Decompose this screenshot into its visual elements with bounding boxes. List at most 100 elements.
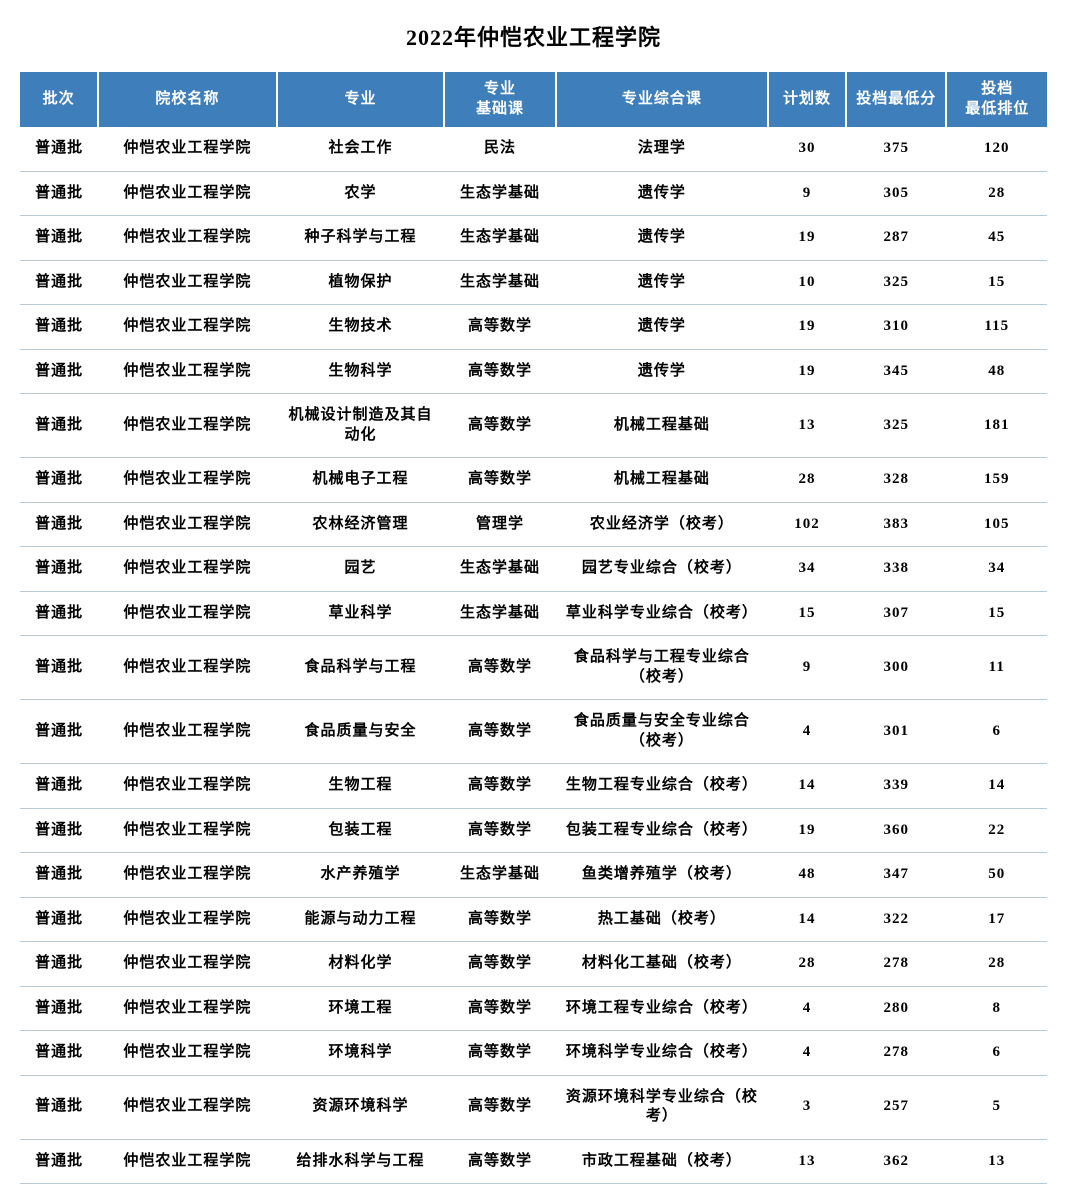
cell-r11-c6: 300 bbox=[846, 636, 946, 700]
cell-r9-c7: 34 bbox=[946, 547, 1047, 592]
cell-r0-c6: 375 bbox=[846, 127, 946, 171]
cell-r4-c1: 仲恺农业工程学院 bbox=[98, 305, 277, 350]
cell-r1-c4: 遗传学 bbox=[556, 171, 768, 216]
cell-r18-c5: 4 bbox=[768, 986, 846, 1031]
cell-r3-c0: 普通批 bbox=[20, 260, 98, 305]
cell-r18-c6: 280 bbox=[846, 986, 946, 1031]
cell-r7-c0: 普通批 bbox=[20, 458, 98, 503]
cell-r10-c2: 草业科学 bbox=[277, 591, 444, 636]
cell-r2-c4: 遗传学 bbox=[556, 216, 768, 261]
cell-r13-c6: 339 bbox=[846, 764, 946, 809]
cell-r4-c7: 115 bbox=[946, 305, 1047, 350]
cell-r18-c4: 环境工程专业综合（校考） bbox=[556, 986, 768, 1031]
cell-r10-c7: 15 bbox=[946, 591, 1047, 636]
cell-r0-c4: 法理学 bbox=[556, 127, 768, 171]
cell-r16-c3: 高等数学 bbox=[444, 897, 556, 942]
table-row: 普通批仲恺农业工程学院种子科学与工程生态学基础遗传学1928745 bbox=[20, 216, 1047, 261]
table-row: 普通批仲恺农业工程学院生物工程高等数学生物工程专业综合（校考）1433914 bbox=[20, 764, 1047, 809]
table-row: 普通批仲恺农业工程学院材料化学高等数学材料化工基础（校考）2827828 bbox=[20, 942, 1047, 987]
cell-r12-c6: 301 bbox=[846, 700, 946, 764]
table-row: 普通批仲恺农业工程学院水产养殖学生态学基础鱼类增养殖学（校考）4834750 bbox=[20, 853, 1047, 898]
cell-r16-c7: 17 bbox=[946, 897, 1047, 942]
cell-r9-c0: 普通批 bbox=[20, 547, 98, 592]
cell-r4-c6: 310 bbox=[846, 305, 946, 350]
col-header-5: 计划数 bbox=[768, 72, 846, 127]
cell-r14-c7: 22 bbox=[946, 808, 1047, 853]
cell-r17-c2: 材料化学 bbox=[277, 942, 444, 987]
cell-r17-c4: 材料化工基础（校考） bbox=[556, 942, 768, 987]
cell-r9-c4: 园艺专业综合（校考） bbox=[556, 547, 768, 592]
cell-r17-c3: 高等数学 bbox=[444, 942, 556, 987]
cell-r2-c0: 普通批 bbox=[20, 216, 98, 261]
cell-r21-c5: 13 bbox=[768, 1139, 846, 1184]
cell-r10-c5: 15 bbox=[768, 591, 846, 636]
cell-r0-c3: 民法 bbox=[444, 127, 556, 171]
table-row: 普通批仲恺农业工程学院给排水科学与工程高等数学市政工程基础（校考）1336213 bbox=[20, 1139, 1047, 1184]
cell-r19-c1: 仲恺农业工程学院 bbox=[98, 1031, 277, 1076]
cell-r18-c2: 环境工程 bbox=[277, 986, 444, 1031]
cell-r10-c1: 仲恺农业工程学院 bbox=[98, 591, 277, 636]
cell-r0-c2: 社会工作 bbox=[277, 127, 444, 171]
cell-r21-c4: 市政工程基础（校考） bbox=[556, 1139, 768, 1184]
cell-r5-c7: 48 bbox=[946, 349, 1047, 394]
cell-r19-c6: 278 bbox=[846, 1031, 946, 1076]
cell-r12-c0: 普通批 bbox=[20, 700, 98, 764]
cell-r3-c6: 325 bbox=[846, 260, 946, 305]
cell-r15-c0: 普通批 bbox=[20, 853, 98, 898]
cell-r7-c7: 159 bbox=[946, 458, 1047, 503]
cell-r8-c1: 仲恺农业工程学院 bbox=[98, 502, 277, 547]
cell-r10-c6: 307 bbox=[846, 591, 946, 636]
cell-r15-c5: 48 bbox=[768, 853, 846, 898]
table-row: 普通批仲恺农业工程学院农学生态学基础遗传学930528 bbox=[20, 171, 1047, 216]
cell-r2-c3: 生态学基础 bbox=[444, 216, 556, 261]
cell-r12-c5: 4 bbox=[768, 700, 846, 764]
cell-r2-c7: 45 bbox=[946, 216, 1047, 261]
cell-r8-c0: 普通批 bbox=[20, 502, 98, 547]
cell-r21-c1: 仲恺农业工程学院 bbox=[98, 1139, 277, 1184]
col-header-1: 院校名称 bbox=[98, 72, 277, 127]
cell-r17-c1: 仲恺农业工程学院 bbox=[98, 942, 277, 987]
cell-r19-c2: 环境科学 bbox=[277, 1031, 444, 1076]
cell-r12-c4: 食品质量与安全专业综合（校考） bbox=[556, 700, 768, 764]
cell-r7-c4: 机械工程基础 bbox=[556, 458, 768, 503]
cell-r14-c3: 高等数学 bbox=[444, 808, 556, 853]
cell-r15-c1: 仲恺农业工程学院 bbox=[98, 853, 277, 898]
cell-r13-c4: 生物工程专业综合（校考） bbox=[556, 764, 768, 809]
cell-r18-c3: 高等数学 bbox=[444, 986, 556, 1031]
cell-r11-c7: 11 bbox=[946, 636, 1047, 700]
cell-r10-c4: 草业科学专业综合（校考） bbox=[556, 591, 768, 636]
cell-r5-c0: 普通批 bbox=[20, 349, 98, 394]
col-header-3: 专业基础课 bbox=[444, 72, 556, 127]
cell-r1-c3: 生态学基础 bbox=[444, 171, 556, 216]
cell-r4-c4: 遗传学 bbox=[556, 305, 768, 350]
cell-r17-c5: 28 bbox=[768, 942, 846, 987]
cell-r18-c0: 普通批 bbox=[20, 986, 98, 1031]
cell-r12-c1: 仲恺农业工程学院 bbox=[98, 700, 277, 764]
cell-r12-c7: 6 bbox=[946, 700, 1047, 764]
cell-r20-c0: 普通批 bbox=[20, 1075, 98, 1139]
cell-r5-c5: 19 bbox=[768, 349, 846, 394]
cell-r0-c5: 30 bbox=[768, 127, 846, 171]
table-header: 批次院校名称专业专业基础课专业综合课计划数投档最低分投档最低排位 bbox=[20, 72, 1047, 127]
cell-r16-c4: 热工基础（校考） bbox=[556, 897, 768, 942]
cell-r9-c3: 生态学基础 bbox=[444, 547, 556, 592]
cell-r8-c6: 383 bbox=[846, 502, 946, 547]
col-header-7: 投档最低排位 bbox=[946, 72, 1047, 127]
cell-r11-c3: 高等数学 bbox=[444, 636, 556, 700]
cell-r17-c0: 普通批 bbox=[20, 942, 98, 987]
cell-r19-c7: 6 bbox=[946, 1031, 1047, 1076]
cell-r13-c7: 14 bbox=[946, 764, 1047, 809]
cell-r1-c5: 9 bbox=[768, 171, 846, 216]
cell-r14-c1: 仲恺农业工程学院 bbox=[98, 808, 277, 853]
cell-r10-c0: 普通批 bbox=[20, 591, 98, 636]
cell-r4-c2: 生物技术 bbox=[277, 305, 444, 350]
cell-r8-c2: 农林经济管理 bbox=[277, 502, 444, 547]
cell-r7-c5: 28 bbox=[768, 458, 846, 503]
cell-r20-c1: 仲恺农业工程学院 bbox=[98, 1075, 277, 1139]
table-row: 普通批仲恺农业工程学院环境科学高等数学环境科学专业综合（校考）42786 bbox=[20, 1031, 1047, 1076]
cell-r2-c2: 种子科学与工程 bbox=[277, 216, 444, 261]
cell-r1-c2: 农学 bbox=[277, 171, 444, 216]
cell-r18-c7: 8 bbox=[946, 986, 1047, 1031]
cell-r11-c2: 食品科学与工程 bbox=[277, 636, 444, 700]
cell-r8-c5: 102 bbox=[768, 502, 846, 547]
